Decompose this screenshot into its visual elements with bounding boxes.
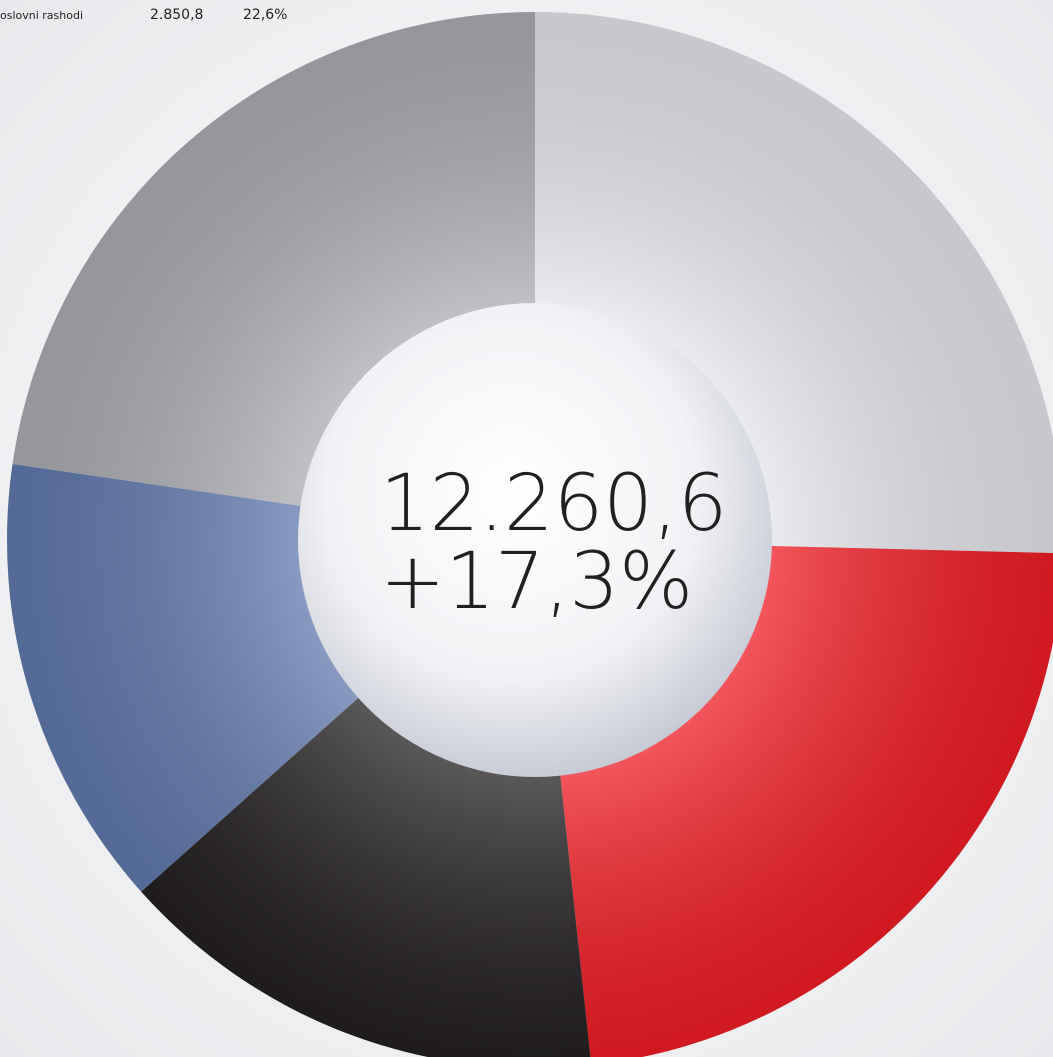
donut-hole [298,303,772,777]
center-total: 12.260,6 [380,459,727,549]
center-change: +17,3% [380,537,693,627]
legend-name: oslovni rashodi [0,9,83,22]
legend-value: 2.850,8 [150,7,203,23]
legend-share: 22,6% [243,7,287,23]
